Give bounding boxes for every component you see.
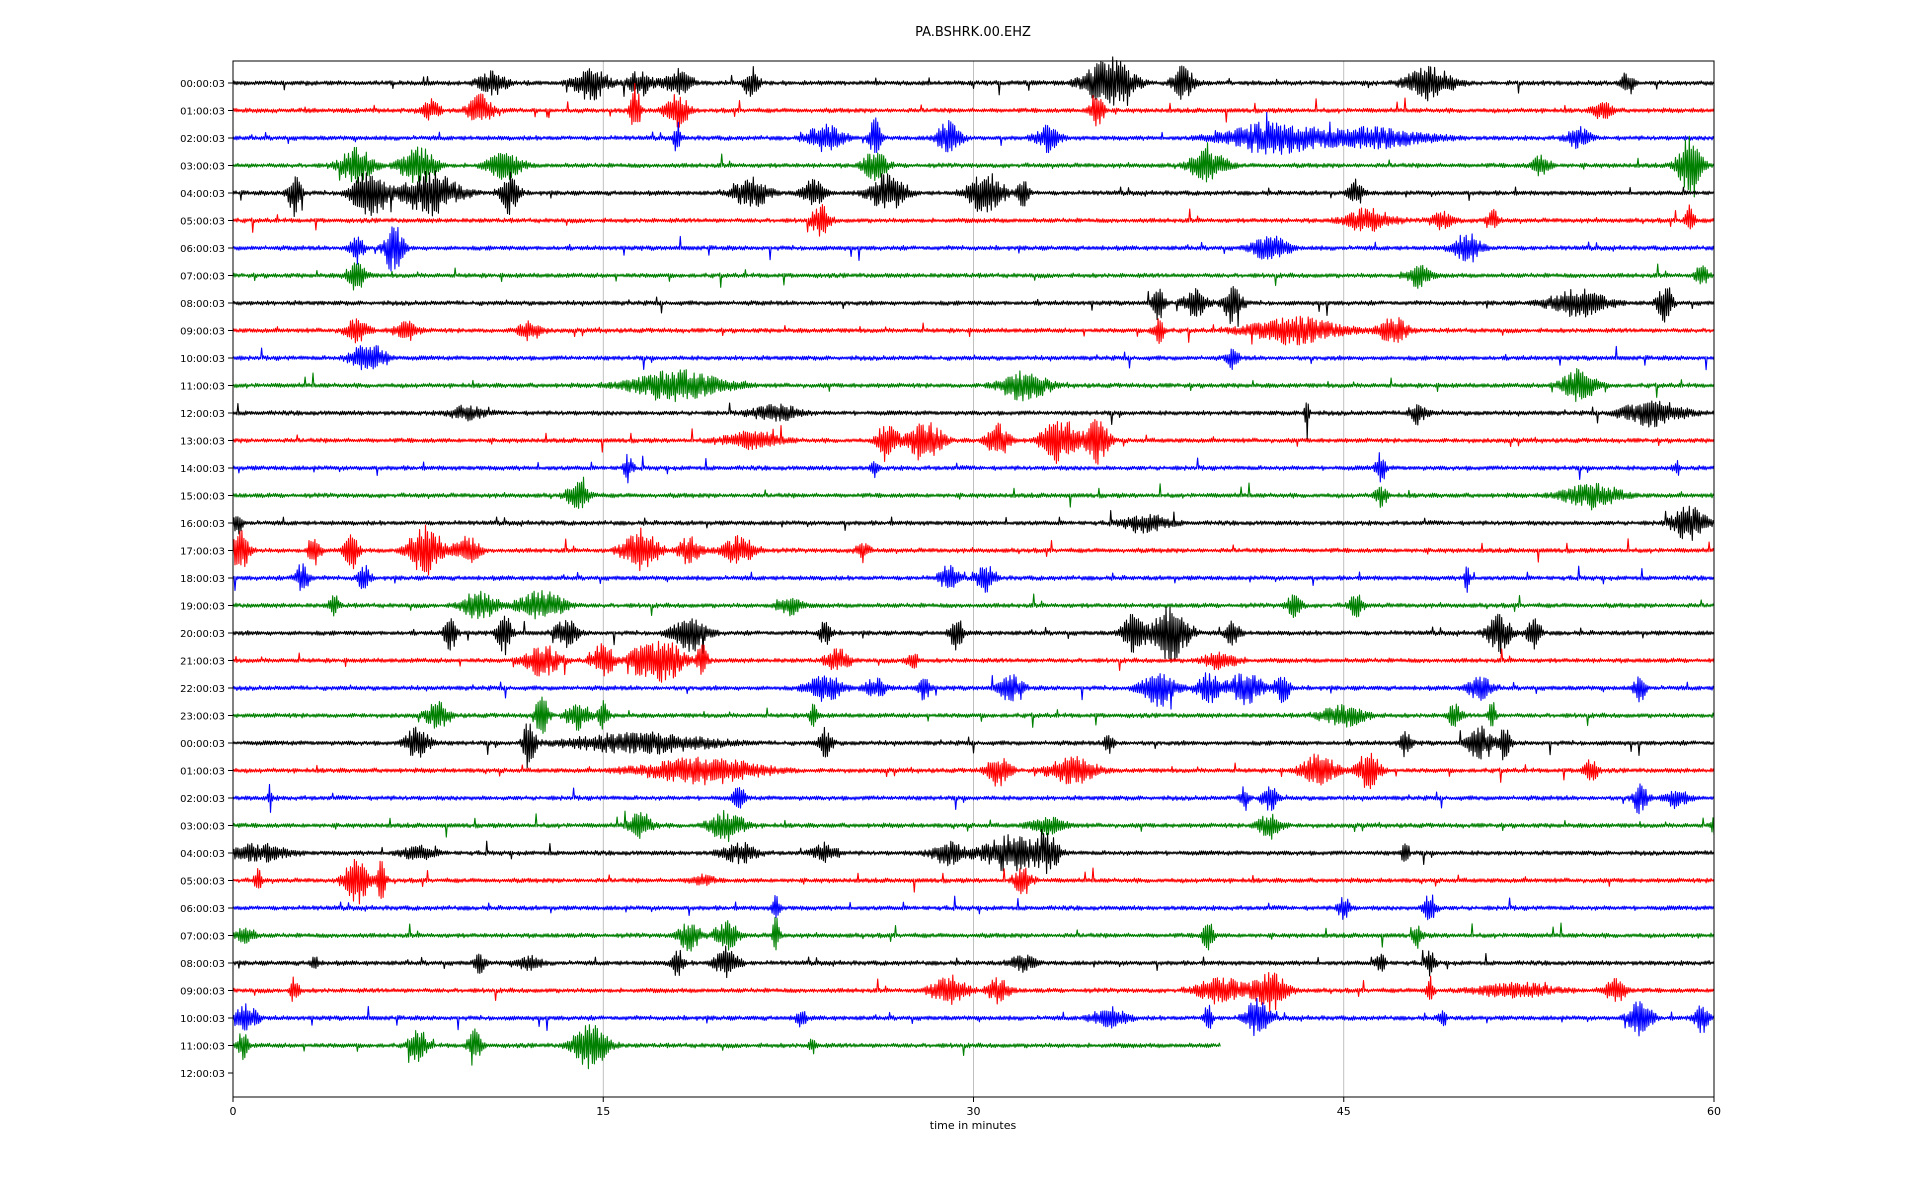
trace-row-7 <box>232 262 1715 291</box>
trace-row-32 <box>232 945 1715 979</box>
row-labels: 00:00:03 01:00:03 02:00:03 03:00:03 04:00:03… <box>180 79 233 1080</box>
row-label-30: 06:00:03 <box>180 904 225 915</box>
row-label-19: 19:00:03 <box>180 602 225 613</box>
x-tick-label-60: 60 <box>1707 1105 1721 1118</box>
trace-row-35 <box>232 1024 1221 1070</box>
row-label-18: 18:00:03 <box>180 574 225 585</box>
row-label-6: 06:00:03 <box>180 244 225 255</box>
x-axis-label: time in minutes <box>930 1119 1017 1132</box>
row-label-29: 05:00:03 <box>180 877 225 888</box>
trace-row-17 <box>232 524 1715 576</box>
row-label-17: 17:00:03 <box>180 547 225 558</box>
x-tick-label-30: 30 <box>967 1105 981 1118</box>
x-tick-label-15: 15 <box>596 1105 610 1118</box>
trace-row-30 <box>232 894 1715 921</box>
row-label-12: 12:00:03 <box>180 409 225 420</box>
row-label-24: 00:00:03 <box>180 739 225 750</box>
trace-row-20 <box>232 606 1715 664</box>
trace-row-8 <box>232 286 1715 328</box>
trace-row-21 <box>232 640 1715 683</box>
row-label-31: 07:00:03 <box>180 932 225 943</box>
row-label-25: 01:00:03 <box>180 767 225 778</box>
x-tick-label-45: 45 <box>1337 1105 1351 1118</box>
trace-row-12 <box>232 400 1715 440</box>
trace-row-14 <box>232 452 1715 484</box>
trace-row-10 <box>232 345 1715 371</box>
row-label-11: 11:00:03 <box>180 382 225 393</box>
trace-row-33 <box>232 972 1715 1013</box>
x-axis-ticks: 0 15 30 45 60 <box>230 1097 1721 1118</box>
row-label-22: 22:00:03 <box>180 684 225 695</box>
trace-row-27 <box>232 809 1715 843</box>
row-label-8: 08:00:03 <box>180 299 225 310</box>
trace-row-2 <box>232 111 1715 155</box>
trace-row-3 <box>232 135 1715 198</box>
row-label-28: 04:00:03 <box>180 849 225 860</box>
row-label-21: 21:00:03 <box>180 657 225 668</box>
trace-row-11 <box>232 367 1715 403</box>
trace-row-24 <box>232 723 1715 769</box>
row-label-4: 04:00:03 <box>180 189 225 200</box>
row-label-36: 12:00:03 <box>180 1069 225 1080</box>
row-label-9: 09:00:03 <box>180 327 225 338</box>
trace-row-5 <box>232 203 1715 237</box>
traces <box>232 56 1715 1070</box>
row-label-35: 11:00:03 <box>180 1042 225 1053</box>
chart-title: PA.BSHRK.00.EHZ <box>915 25 1031 40</box>
row-label-5: 05:00:03 <box>180 217 225 228</box>
row-label-20: 20:00:03 <box>180 629 225 640</box>
row-label-32: 08:00:03 <box>180 959 225 970</box>
trace-row-18 <box>232 563 1715 593</box>
trace-row-34 <box>232 997 1715 1037</box>
trace-row-29 <box>232 858 1715 905</box>
trace-row-0 <box>232 56 1715 107</box>
row-label-26: 02:00:03 <box>180 794 225 805</box>
trace-row-28 <box>232 828 1715 875</box>
row-label-23: 23:00:03 <box>180 712 225 723</box>
row-label-16: 16:00:03 <box>180 519 225 530</box>
trace-row-9 <box>232 315 1715 346</box>
trace-row-19 <box>232 589 1715 620</box>
row-label-34: 10:00:03 <box>180 1014 225 1025</box>
row-label-15: 15:00:03 <box>180 492 225 503</box>
trace-row-15 <box>232 476 1715 511</box>
trace-row-26 <box>232 783 1715 815</box>
row-label-13: 13:00:03 <box>180 437 225 448</box>
row-label-14: 14:00:03 <box>180 464 225 475</box>
row-label-33: 09:00:03 <box>180 987 225 998</box>
trace-row-16 <box>232 505 1715 541</box>
row-label-27: 03:00:03 <box>180 822 225 833</box>
row-label-7: 07:00:03 <box>180 272 225 283</box>
row-label-1: 01:00:03 <box>180 107 225 118</box>
row-label-10: 10:00:03 <box>180 354 225 365</box>
x-tick-label-0: 0 <box>230 1105 237 1118</box>
trace-row-4 <box>232 170 1715 218</box>
trace-row-6 <box>232 226 1715 272</box>
trace-row-1 <box>232 82 1715 128</box>
trace-row-23 <box>232 696 1715 734</box>
trace-row-25 <box>232 752 1715 790</box>
row-label-2: 02:00:03 <box>180 134 225 145</box>
row-label-0: 00:00:03 <box>180 79 225 90</box>
row-label-3: 03:00:03 <box>180 162 225 173</box>
trace-row-22 <box>232 672 1715 710</box>
trace-row-31 <box>232 917 1715 952</box>
trace-row-13 <box>232 419 1715 465</box>
